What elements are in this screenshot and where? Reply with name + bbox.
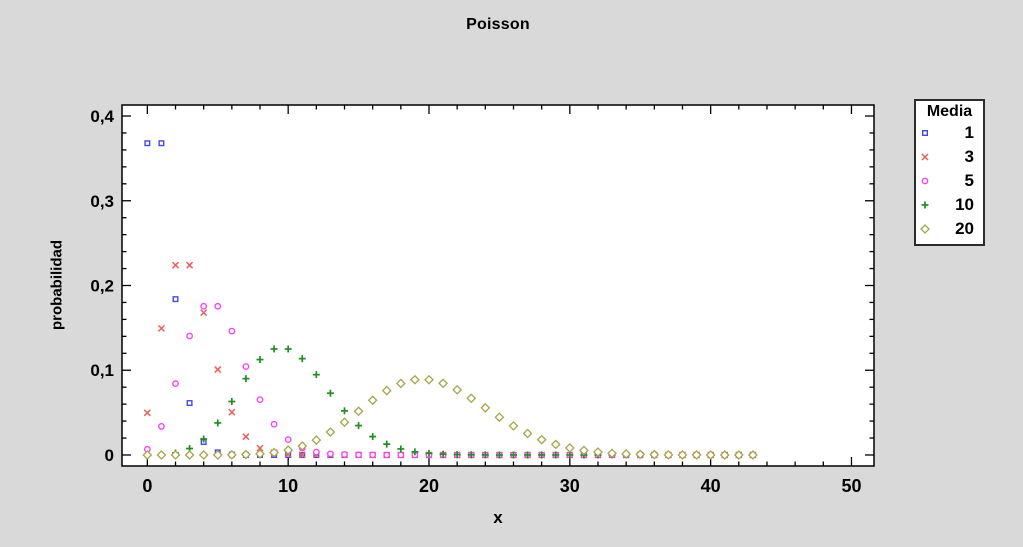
legend-item: 1 xyxy=(916,121,983,145)
y-tick-label: 0,4 xyxy=(90,107,114,126)
legend-item: 10 xyxy=(916,193,983,217)
legend-title: Media xyxy=(926,103,973,120)
legend-item-label: 10 xyxy=(955,195,974,214)
legend-item-label: 5 xyxy=(964,171,974,190)
y-tick-label: 0,3 xyxy=(90,192,114,211)
series-mean-20 xyxy=(142,374,758,460)
y-tick-label: 0,1 xyxy=(90,361,114,380)
legend-item-label: 20 xyxy=(955,219,974,238)
diamond-marker-icon xyxy=(920,224,930,234)
x-tick-label: 0 xyxy=(142,476,152,496)
legend-item-label: 3 xyxy=(964,147,974,166)
x-marker-icon xyxy=(921,153,929,161)
square-marker-icon xyxy=(922,130,928,136)
x-tick-label: 30 xyxy=(560,476,580,496)
x-tick-label: 50 xyxy=(841,476,861,496)
legend-item-label: 1 xyxy=(964,123,974,142)
legend-item: 5 xyxy=(916,169,983,193)
plus-marker-icon xyxy=(921,201,929,209)
axis-ticks: 0 10 20 30 40 50 0 0,1 0,2 0,3 0,4 xyxy=(90,105,874,496)
x-tick-label: 10 xyxy=(278,476,298,496)
y-tick-label: 0 xyxy=(105,446,114,465)
y-axis-label: probabilidad xyxy=(48,240,66,330)
circle-marker-icon xyxy=(921,177,929,185)
plot-background xyxy=(122,105,874,466)
legend-item: 20 xyxy=(916,217,983,241)
plot-frame xyxy=(121,104,875,467)
legend: Media 1 3 5 10 20 xyxy=(914,99,985,246)
x-tick-label: 20 xyxy=(419,476,439,496)
x-axis-label: x xyxy=(493,508,503,527)
legend-item: 3 xyxy=(916,145,983,169)
x-tick-label: 40 xyxy=(701,476,721,496)
y-tick-label: 0,2 xyxy=(90,277,114,296)
chart-title: Poisson xyxy=(466,16,530,33)
